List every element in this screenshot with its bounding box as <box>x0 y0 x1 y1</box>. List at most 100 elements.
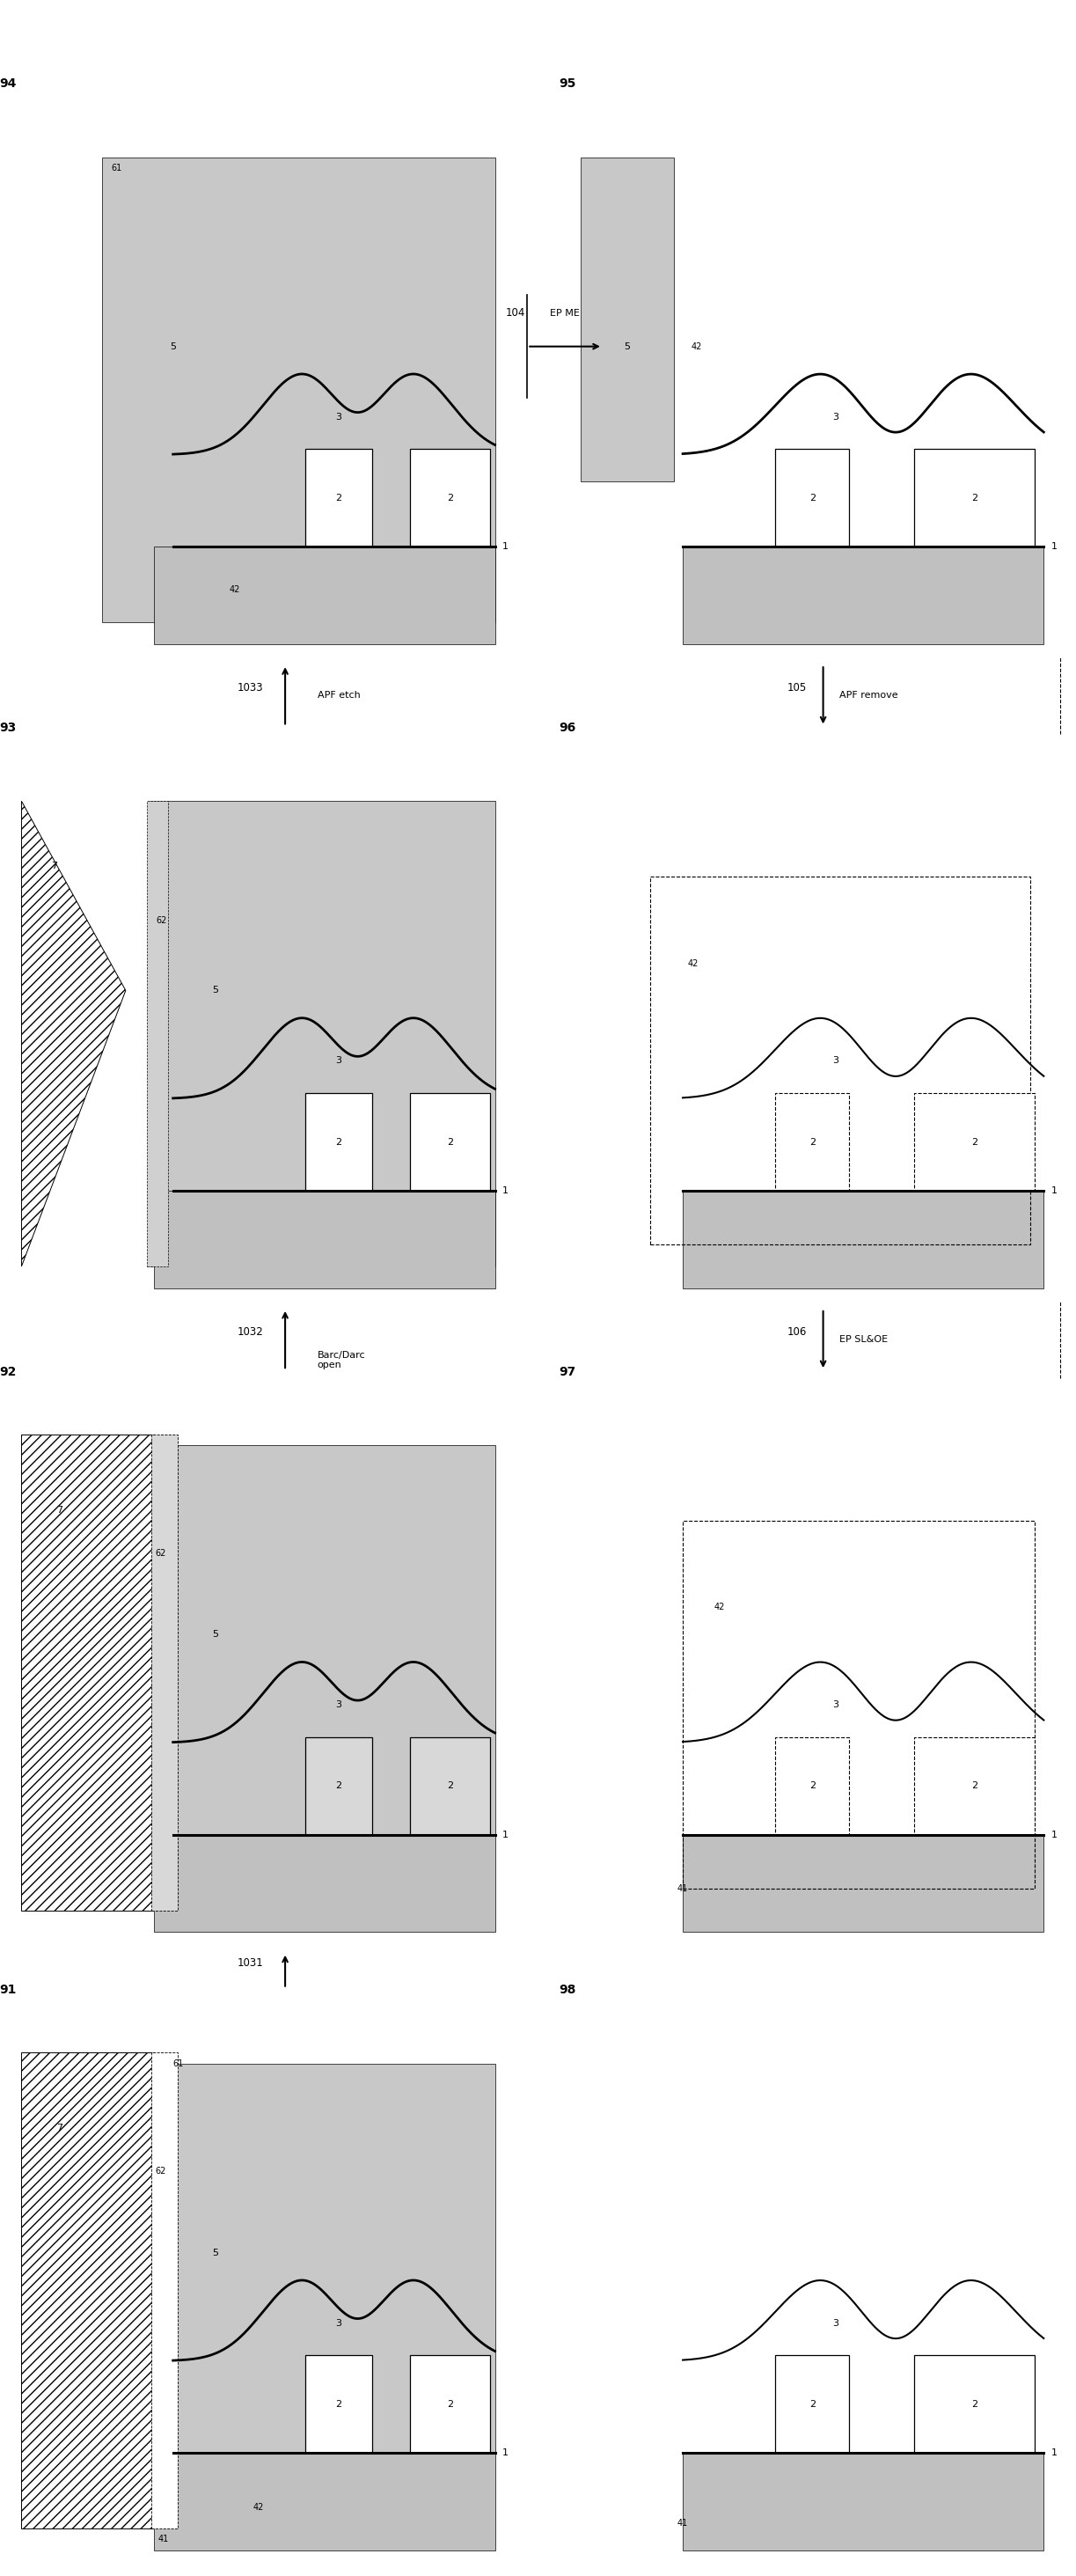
Bar <box>154 546 495 644</box>
Text: 2: 2 <box>809 2401 816 2409</box>
Text: 2: 2 <box>809 495 816 502</box>
Bar <box>152 2053 178 2530</box>
Bar <box>102 157 495 623</box>
Bar <box>410 1736 491 1834</box>
Polygon shape <box>22 801 126 1267</box>
Text: 3: 3 <box>833 2318 838 2329</box>
Text: 5: 5 <box>213 2249 218 2257</box>
Bar <box>410 448 491 546</box>
Text: 96: 96 <box>558 721 576 734</box>
Text: 2: 2 <box>336 1783 342 1790</box>
Bar <box>22 2053 154 2530</box>
Text: 3: 3 <box>336 1056 342 1066</box>
Text: 61: 61 <box>112 162 123 173</box>
Text: APF etch: APF etch <box>317 690 360 701</box>
Text: 2: 2 <box>447 495 453 502</box>
Bar <box>410 2354 491 2452</box>
Text: 2: 2 <box>972 2401 977 2409</box>
Text: 42: 42 <box>229 585 240 595</box>
Bar <box>776 2354 849 2452</box>
Bar <box>776 448 849 546</box>
Text: APF remove: APF remove <box>839 690 897 701</box>
Text: 7: 7 <box>56 2123 62 2133</box>
Bar <box>915 1092 1034 1190</box>
Text: 5: 5 <box>213 987 218 994</box>
Bar <box>154 1445 495 1834</box>
Text: 5: 5 <box>170 343 176 350</box>
Text: 1: 1 <box>1051 1829 1058 1839</box>
Bar <box>150 801 495 1267</box>
Bar <box>147 801 168 1267</box>
Text: 61: 61 <box>173 2058 184 2069</box>
Bar <box>683 2452 1044 2550</box>
Text: 2: 2 <box>809 1783 816 1790</box>
Bar <box>915 1736 1034 1834</box>
Bar <box>683 1834 1044 1932</box>
Text: 1033: 1033 <box>238 683 264 693</box>
Text: 3: 3 <box>833 412 838 422</box>
Text: 2: 2 <box>447 1783 453 1790</box>
Bar <box>683 1520 1034 1888</box>
Text: 2: 2 <box>447 2401 453 2409</box>
Text: 3: 3 <box>833 1700 838 1710</box>
Bar <box>915 448 1034 546</box>
Bar <box>915 2354 1034 2452</box>
Bar <box>683 1190 1044 1288</box>
Text: 7: 7 <box>52 860 58 871</box>
Text: 41: 41 <box>158 2535 169 2545</box>
Text: 104: 104 <box>506 307 525 319</box>
Text: 5: 5 <box>213 1631 218 1638</box>
Text: 41: 41 <box>678 1883 689 1893</box>
Text: 2: 2 <box>447 1139 453 1146</box>
Bar <box>306 2354 372 2452</box>
Text: 97: 97 <box>558 1365 576 1378</box>
Text: 93: 93 <box>0 721 16 734</box>
Text: 105: 105 <box>788 683 807 693</box>
Bar <box>776 1736 849 1834</box>
Text: 2: 2 <box>336 1139 342 1146</box>
Bar <box>306 1736 372 1834</box>
Text: 95: 95 <box>558 77 576 90</box>
Text: 1: 1 <box>1051 541 1058 551</box>
Text: 41: 41 <box>678 2519 689 2527</box>
Bar <box>410 1092 491 1190</box>
Text: 1: 1 <box>1051 1185 1058 1195</box>
Text: 98: 98 <box>558 1984 576 1996</box>
Text: 62: 62 <box>155 1548 166 1558</box>
Text: 3: 3 <box>336 412 342 422</box>
Text: 62: 62 <box>156 914 168 925</box>
Text: 2: 2 <box>972 1783 977 1790</box>
Text: 3: 3 <box>336 1700 342 1710</box>
Bar <box>154 2452 495 2550</box>
Text: 94: 94 <box>0 77 16 90</box>
Bar <box>306 1092 372 1190</box>
Text: 5: 5 <box>624 343 631 350</box>
Text: 92: 92 <box>0 1365 16 1378</box>
Bar <box>152 1435 178 1911</box>
Text: 1: 1 <box>502 2447 509 2458</box>
Text: EP SL&OE: EP SL&OE <box>839 1334 888 1345</box>
Text: 1031: 1031 <box>238 1958 264 1968</box>
Text: 106: 106 <box>788 1327 807 1337</box>
Text: 62: 62 <box>155 2166 166 2177</box>
Text: 91: 91 <box>0 1984 16 1996</box>
Text: 1: 1 <box>502 541 509 551</box>
Text: 7: 7 <box>56 1504 62 1515</box>
Text: 2: 2 <box>336 2401 342 2409</box>
Text: Barc/Darc
open: Barc/Darc open <box>317 1350 366 1370</box>
Bar <box>154 1834 495 1932</box>
Text: 1: 1 <box>502 1185 509 1195</box>
Text: 1: 1 <box>502 1829 509 1839</box>
Bar <box>154 1190 495 1288</box>
Text: 42: 42 <box>253 2501 264 2512</box>
Text: 3: 3 <box>833 1056 838 1066</box>
Bar <box>651 876 1030 1244</box>
Bar <box>683 546 1044 644</box>
Text: EP ME: EP ME <box>550 309 580 317</box>
Text: 42: 42 <box>688 958 698 969</box>
Text: 1032: 1032 <box>238 1327 264 1337</box>
Text: 2: 2 <box>809 1139 816 1146</box>
Text: 2: 2 <box>972 1139 977 1146</box>
Bar <box>154 2063 495 2452</box>
Text: 2: 2 <box>336 495 342 502</box>
